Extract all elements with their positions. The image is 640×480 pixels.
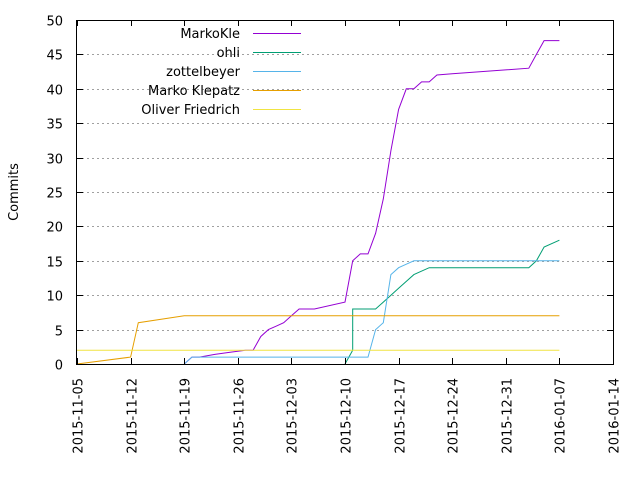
legend-label: Oliver Friedrich (141, 103, 240, 118)
y-axis-ticks: 0 5 10 15 20 25 30 35 40 45 50 (46, 15, 613, 374)
y-tick-label: 20 (46, 221, 63, 236)
legend-label: MarkoKle (180, 27, 240, 42)
y-tick-label: 35 (46, 118, 63, 133)
series-line (183, 260, 560, 365)
y-tick-label: 15 (46, 256, 63, 271)
y-tick-label: 0 (55, 359, 63, 374)
y-tick-label: 10 (46, 290, 63, 305)
x-axis-ticks: 2015-11-05 2015-11-12 2015-11-19 2015-11-26… (72, 20, 623, 454)
y-tick-label: 30 (46, 153, 63, 168)
series-lines (76, 40, 560, 365)
y-tick-label: 50 (46, 15, 63, 30)
x-tick-label: 2015-12-17 (394, 378, 409, 454)
x-tick-label: 2015-12-31 (501, 378, 516, 454)
legend-label: zottelbeyer (166, 65, 241, 80)
legend-label: Marko Klepatz (148, 84, 240, 99)
x-tick-label: 2015-11-19 (179, 378, 194, 454)
y-axis-label: Commits (7, 163, 22, 221)
x-tick-label: 2016-01-14 (608, 378, 623, 454)
x-tick-label: 2015-12-03 (286, 378, 301, 454)
legend-label: ohli (217, 46, 240, 61)
grid-lines (77, 54, 613, 331)
x-tick-label: 2015-12-24 (447, 378, 462, 454)
x-tick-label: 2016-01-07 (554, 378, 569, 454)
series-line (344, 239, 560, 365)
legend: MarkoKle ohli zottelbeyer Marko Klepatz Oliv… (141, 27, 301, 118)
y-tick-label: 40 (46, 84, 63, 99)
x-tick-label: 2015-12-10 (340, 378, 355, 454)
y-tick-label: 45 (46, 49, 63, 64)
x-tick-label: 2015-11-26 (233, 378, 248, 454)
x-tick-label: 2015-11-12 (126, 378, 141, 454)
series-line (76, 315, 560, 365)
y-tick-label: 5 (55, 325, 63, 340)
x-tick-label: 2015-11-05 (72, 378, 87, 454)
y-tick-label: 25 (46, 187, 63, 202)
